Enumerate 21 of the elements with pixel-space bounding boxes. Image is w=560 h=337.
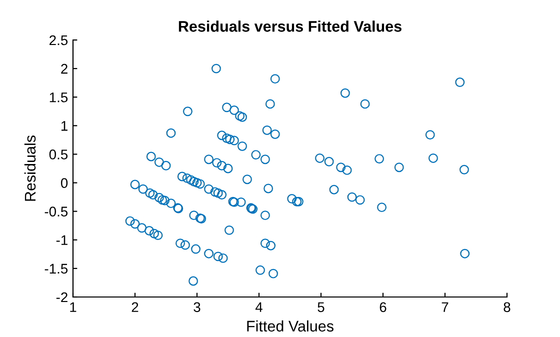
y-axis-title: Residuals xyxy=(24,136,36,201)
y-tick-label: 1 xyxy=(61,121,68,131)
x-tick-label: 6 xyxy=(380,302,386,312)
x-axis-title: Fitted Values xyxy=(247,320,334,332)
y-tick-label: -2 xyxy=(56,292,68,302)
y-tick-label: -0.5 xyxy=(44,206,68,217)
x-tick-label: 2 xyxy=(132,302,138,312)
y-tick-label: 2 xyxy=(61,64,68,74)
x-tick-label: 1 xyxy=(70,302,76,312)
chart-title: Residuals versus Fitted Values xyxy=(178,20,402,32)
x-tick-label: 7 xyxy=(442,302,448,312)
x-tick-label: 4 xyxy=(255,302,262,312)
x-tick-label: 3 xyxy=(194,302,200,312)
y-tick-label: 2.5 xyxy=(50,35,68,46)
y-tick-label: 1.5 xyxy=(50,92,68,102)
y-tick-label: 0.5 xyxy=(49,150,68,160)
x-tick-label: 5 xyxy=(318,302,324,312)
y-tick-label: 0 xyxy=(60,178,68,188)
y-tick-label: -1 xyxy=(56,235,68,245)
x-tick-label: 8 xyxy=(504,302,510,312)
y-tick-label: -1.5 xyxy=(44,264,68,274)
